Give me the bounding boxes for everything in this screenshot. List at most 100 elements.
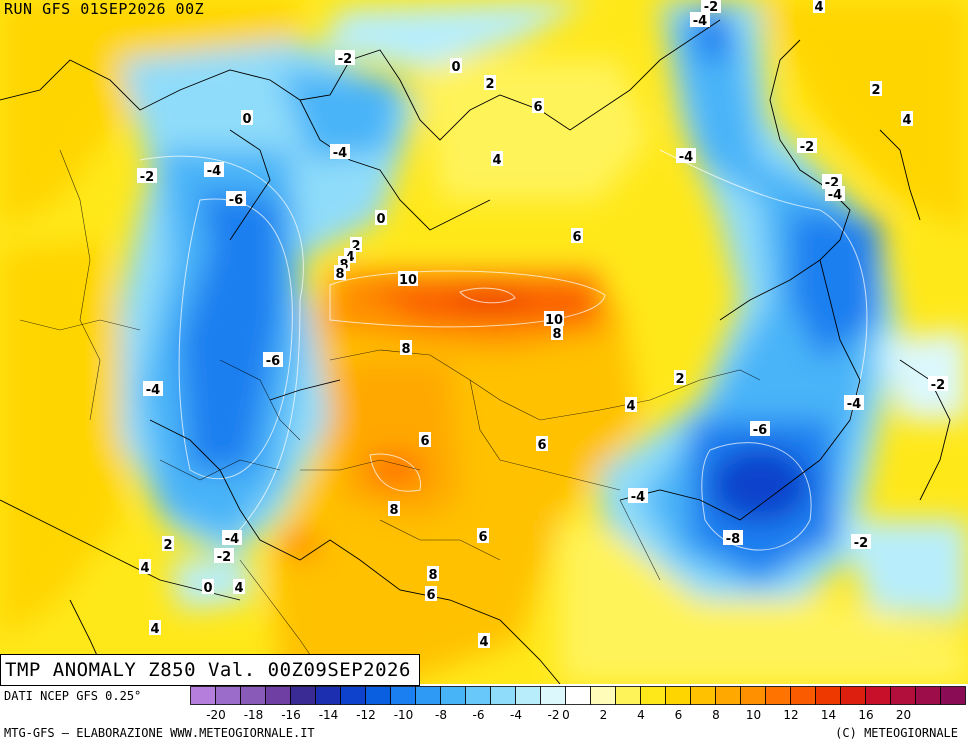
contour-label: 4 bbox=[491, 151, 503, 168]
svg-text:-2: -2 bbox=[338, 52, 352, 67]
legend-swatch bbox=[890, 686, 916, 705]
svg-text:6: 6 bbox=[572, 230, 581, 245]
contour-label: -4 bbox=[330, 144, 350, 161]
legend-swatch bbox=[665, 686, 691, 705]
legend-swatch bbox=[515, 686, 541, 705]
legend-tick-label: -14 bbox=[318, 708, 339, 722]
contour-label: 8 bbox=[427, 566, 439, 583]
svg-text:-4: -4 bbox=[146, 383, 160, 398]
legend-tick-label: -10 bbox=[393, 708, 414, 722]
legend-swatch bbox=[290, 686, 316, 705]
svg-text:8: 8 bbox=[552, 327, 561, 342]
svg-text:4: 4 bbox=[479, 635, 488, 650]
legend-swatch bbox=[915, 686, 941, 705]
contour-label: 4 bbox=[901, 111, 913, 128]
svg-text:-6: -6 bbox=[753, 423, 767, 438]
legend-swatch bbox=[715, 686, 741, 705]
legend-swatch bbox=[240, 686, 266, 705]
map-title: TMP ANOMALY Z850 Val. 00Z09SEP2026 bbox=[0, 654, 420, 686]
svg-text:-6: -6 bbox=[229, 193, 243, 208]
contour-label: -4 bbox=[844, 395, 864, 412]
contour-label: -8 bbox=[723, 530, 743, 547]
svg-text:2: 2 bbox=[351, 239, 360, 254]
legend-tick-label: 12 bbox=[783, 708, 799, 722]
svg-text:10: 10 bbox=[545, 313, 563, 328]
copyright-text: (C) METEOGIORNALE bbox=[835, 726, 958, 740]
svg-text:-4: -4 bbox=[828, 188, 842, 203]
contour-label: -4 bbox=[825, 186, 845, 203]
contour-label: -6 bbox=[263, 352, 283, 369]
legend-swatch bbox=[215, 686, 241, 705]
legend-swatch bbox=[540, 686, 566, 705]
contour-label: 8 bbox=[400, 340, 412, 357]
contour-label: 4 bbox=[478, 633, 490, 650]
legend-swatch bbox=[940, 686, 966, 705]
legend-tick-label: 0 bbox=[562, 708, 570, 722]
legend-swatch bbox=[190, 686, 216, 705]
svg-text:-2: -2 bbox=[931, 378, 945, 393]
svg-text:4: 4 bbox=[902, 113, 911, 128]
contour-label: 0 bbox=[202, 579, 214, 596]
contour-label: 4 bbox=[813, 0, 825, 15]
svg-text:2: 2 bbox=[675, 372, 684, 387]
contour-label: 8 bbox=[334, 265, 346, 282]
legend-swatch bbox=[265, 686, 291, 705]
legend-swatch bbox=[740, 686, 766, 705]
legend-swatch bbox=[690, 686, 716, 705]
legend-swatch bbox=[865, 686, 891, 705]
run-label: RUN GFS 01SEP2026 00Z bbox=[4, 0, 205, 18]
svg-text:4: 4 bbox=[814, 0, 823, 15]
contour-label: -4 bbox=[628, 488, 648, 505]
contour-label: 6 bbox=[425, 586, 437, 603]
legend-tick-label: 6 bbox=[674, 708, 683, 722]
legend-tick-label: -2 bbox=[547, 708, 560, 722]
contour-label: 2 bbox=[870, 81, 882, 98]
svg-text:-4: -4 bbox=[693, 14, 707, 29]
legend-tick-label: -6 bbox=[472, 708, 485, 722]
contour-label: 4 bbox=[139, 559, 151, 576]
contour-label: 10 bbox=[544, 311, 564, 328]
legend-tick-label: 20 bbox=[895, 708, 912, 722]
contour-label: -4 bbox=[676, 148, 696, 165]
contour-label: -4 bbox=[204, 162, 224, 179]
contour-label: 0 bbox=[450, 58, 462, 75]
contour-label: 2 bbox=[674, 370, 686, 387]
svg-text:-2: -2 bbox=[140, 170, 154, 185]
svg-text:6: 6 bbox=[537, 438, 546, 453]
legend-swatch bbox=[490, 686, 516, 705]
svg-text:-4: -4 bbox=[631, 490, 645, 505]
contour-label: -2 bbox=[701, 0, 721, 15]
contour-label: -2 bbox=[797, 138, 817, 155]
contour-label: 6 bbox=[571, 228, 583, 245]
contour-label: -2 bbox=[851, 534, 871, 551]
map-canvas: -20260-44-2-4-6062488101088-62-4466-6-48… bbox=[0, 0, 968, 684]
color-legend bbox=[190, 686, 966, 710]
svg-text:-2: -2 bbox=[800, 140, 814, 155]
contour-label: -6 bbox=[226, 191, 246, 208]
svg-text:-4: -4 bbox=[207, 164, 221, 179]
legend-tick-label: 4 bbox=[637, 708, 645, 722]
legend-swatch bbox=[365, 686, 391, 705]
credit-text: MTG-GFS – ELABORAZIONE WWW.METEOGIORNALE… bbox=[4, 726, 315, 740]
legend-swatch bbox=[315, 686, 341, 705]
svg-text:4: 4 bbox=[492, 153, 501, 168]
contour-label: -4 bbox=[690, 12, 710, 29]
contour-label: -6 bbox=[750, 421, 770, 438]
temperature-anomaly-map: -20260-44-2-4-6062488101088-62-4466-6-48… bbox=[0, 0, 968, 684]
legend-tick-label: 14 bbox=[820, 708, 837, 722]
contour-label: 8 bbox=[388, 501, 400, 518]
legend-swatch bbox=[465, 686, 491, 705]
contour-label: 8 bbox=[551, 325, 563, 342]
legend-swatch bbox=[615, 686, 641, 705]
legend-tick-label: -18 bbox=[243, 708, 264, 722]
svg-text:-2: -2 bbox=[217, 550, 231, 565]
legend-swatch bbox=[340, 686, 366, 705]
svg-text:0: 0 bbox=[242, 112, 251, 127]
contour-label: 6 bbox=[532, 98, 544, 115]
svg-text:4: 4 bbox=[626, 399, 635, 414]
contour-label: 2 bbox=[484, 75, 496, 92]
legend-swatch bbox=[390, 686, 416, 705]
contour-label: 6 bbox=[477, 528, 489, 545]
legend-tick-label: -16 bbox=[281, 708, 301, 722]
contour-label: 2 bbox=[162, 536, 174, 553]
